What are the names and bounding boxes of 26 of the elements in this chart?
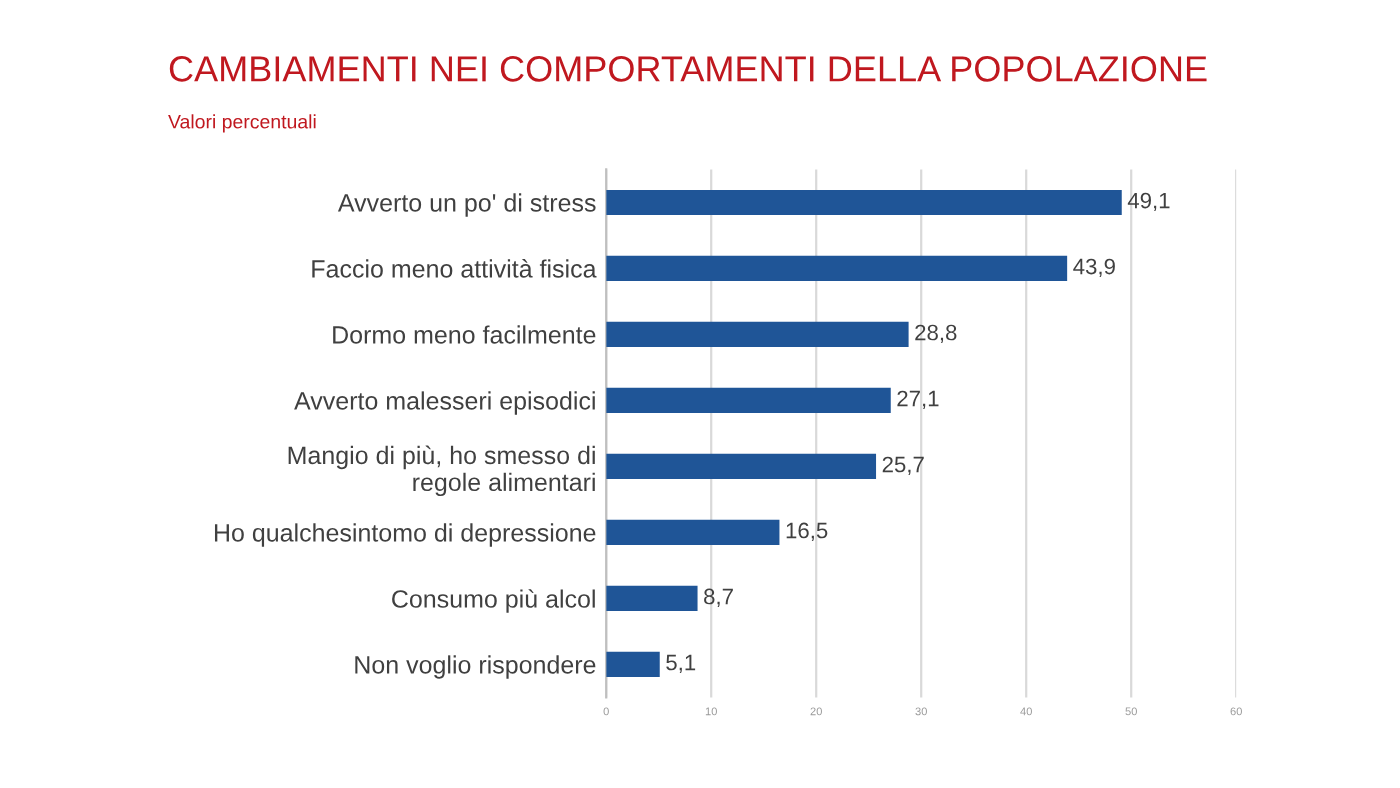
text: Valori percentuali — [168, 114, 316, 133]
bar — [606, 519, 780, 545]
y-tick-label: Consumo più alcol — [392, 589, 595, 613]
data-label: 27,1 — [897, 390, 939, 409]
y-tick-label: Avverto un po' di stress — [337, 193, 596, 217]
data-label: 8,7 — [704, 588, 733, 607]
y-tick-label: Faccio meno attività fisica — [312, 259, 597, 278]
chart-title: CAMBIAMENTI NEI COMPORTAMENTI DELLA POPOLAZIONE — [169, 56, 1207, 82]
y-tick-label: Dormo meno facilmente — [333, 325, 596, 344]
data-label: 28,8 — [915, 324, 957, 343]
bar — [606, 255, 1068, 281]
bar — [606, 651, 660, 677]
bar — [606, 453, 877, 479]
y-tick-label: Avverto malesseri episodici — [294, 391, 595, 415]
bar — [606, 387, 891, 413]
data-label: 43,9 — [1073, 258, 1115, 277]
bar — [606, 189, 1122, 215]
y-tick-label: Ho qualchesintomo di depressione — [214, 523, 596, 547]
data-label: 5,1 — [666, 654, 696, 673]
data-label: 49,1 — [1127, 192, 1170, 212]
bar — [606, 321, 909, 347]
data-label: 16,5 — [786, 522, 828, 541]
data-label: 25,7 — [882, 456, 924, 475]
y-tick-label: Mangio di più, ho smesso di regole alimentari — [288, 445, 595, 497]
y-tick-label: Non voglio rispondere — [355, 655, 596, 679]
bar — [606, 585, 698, 611]
